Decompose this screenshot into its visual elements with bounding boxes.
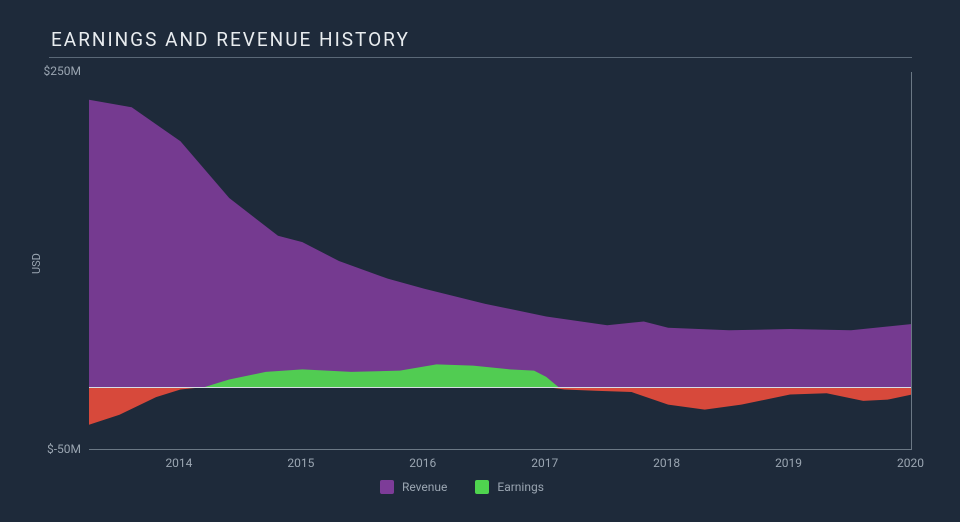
y-tick-label: $250M bbox=[44, 64, 81, 78]
legend-label-earnings: Earnings bbox=[497, 480, 544, 494]
y-axis-right-line bbox=[911, 72, 912, 450]
legend-swatch-earnings bbox=[475, 480, 489, 494]
x-tick-label: 2016 bbox=[409, 456, 436, 470]
x-axis-line bbox=[89, 449, 912, 450]
chart-title: EARNINGS AND REVENUE HISTORY bbox=[51, 28, 410, 51]
plot-svg bbox=[89, 72, 912, 450]
y-axis-label: USD bbox=[30, 253, 43, 274]
area-earnings-negative bbox=[89, 387, 912, 425]
title-underline bbox=[49, 57, 912, 58]
chart-container: EARNINGS AND REVENUE HISTORY USD Revenue… bbox=[0, 0, 960, 522]
legend-swatch-revenue bbox=[380, 480, 394, 494]
x-tick-label: 2019 bbox=[775, 456, 802, 470]
zero-baseline bbox=[89, 387, 912, 388]
area-revenue bbox=[89, 100, 912, 387]
title-wrap: EARNINGS AND REVENUE HISTORY bbox=[51, 28, 410, 51]
x-tick-label: 2017 bbox=[531, 456, 558, 470]
x-tick-label: 2014 bbox=[165, 456, 192, 470]
x-tick-label: 2020 bbox=[897, 456, 924, 470]
x-tick-label: 2018 bbox=[653, 456, 680, 470]
legend-item-revenue: Revenue bbox=[380, 480, 447, 494]
legend-label-revenue: Revenue bbox=[402, 480, 447, 494]
legend-item-earnings: Earnings bbox=[475, 480, 544, 494]
legend: Revenue Earnings bbox=[380, 480, 544, 494]
y-tick-label: $-50M bbox=[47, 442, 81, 456]
x-tick-label: 2015 bbox=[287, 456, 314, 470]
plot-area bbox=[89, 72, 912, 450]
